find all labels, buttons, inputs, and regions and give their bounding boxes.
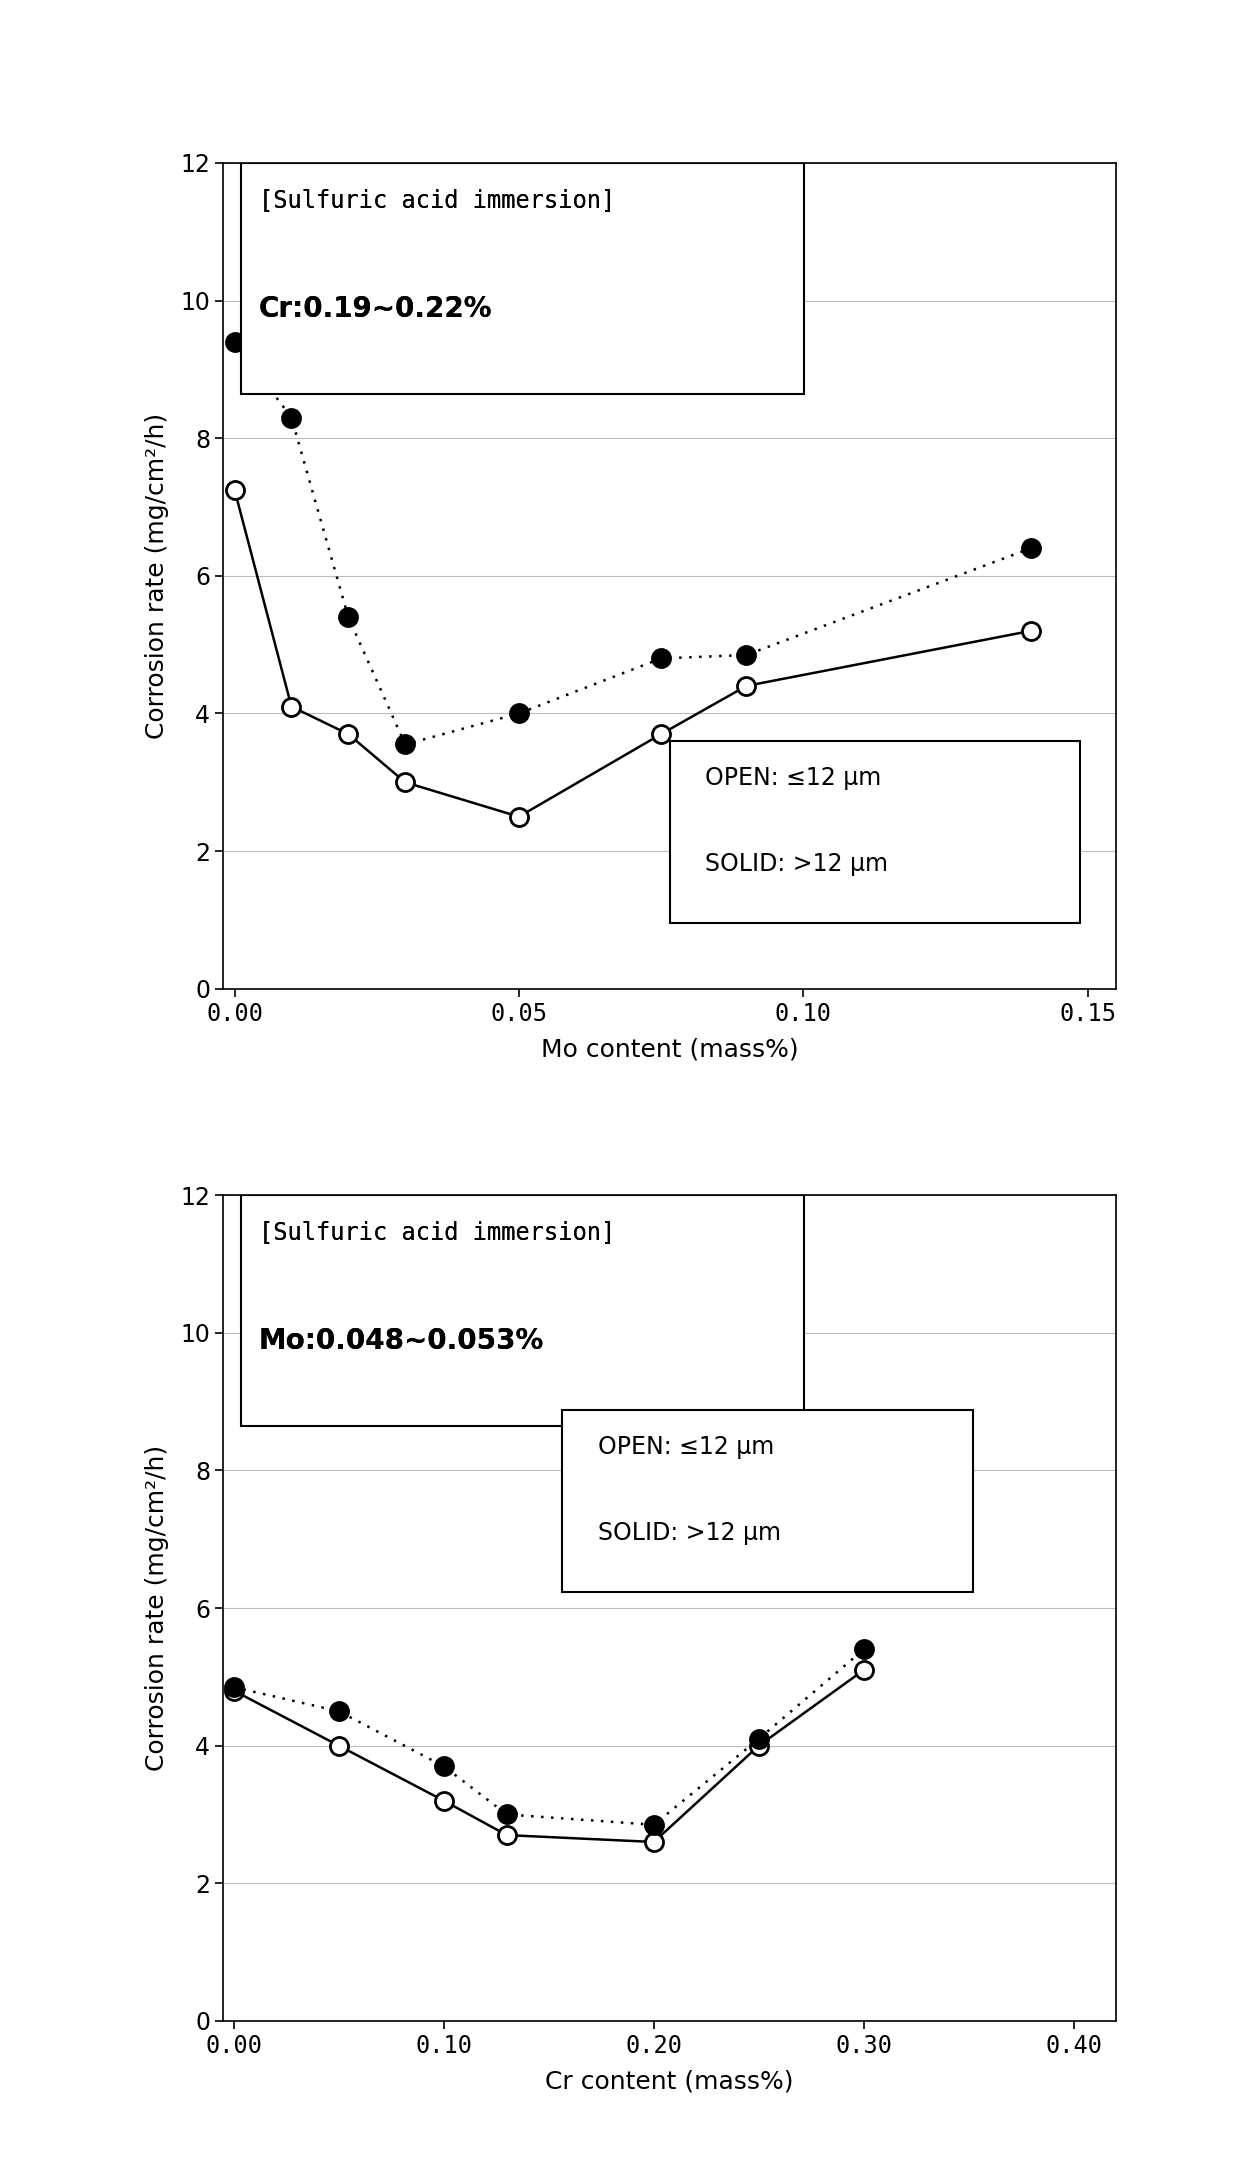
Text: [Sulfuric acid immersion]: [Sulfuric acid immersion] [259, 1219, 615, 1243]
FancyBboxPatch shape [241, 1195, 804, 1425]
Text: Cr:0.19∼0.22%: Cr:0.19∼0.22% [259, 296, 492, 324]
Y-axis label: Corrosion rate (mg/cm²/h): Corrosion rate (mg/cm²/h) [145, 413, 169, 739]
Text: [Sulfuric acid immersion]: [Sulfuric acid immersion] [259, 1219, 615, 1243]
Text: SOLID: >12 μm: SOLID: >12 μm [706, 852, 888, 876]
X-axis label: Mo content (mass%): Mo content (mass%) [541, 1037, 799, 1060]
FancyBboxPatch shape [670, 741, 1080, 924]
Text: Mo:0.048∼0.053%: Mo:0.048∼0.053% [259, 1328, 544, 1356]
Text: [Sulfuric acid immersion]: [Sulfuric acid immersion] [259, 187, 615, 211]
Text: Cr:0.19∼0.22%: Cr:0.19∼0.22% [259, 296, 492, 324]
Text: OPEN: ≤12 μm: OPEN: ≤12 μm [598, 1434, 775, 1458]
FancyBboxPatch shape [563, 1410, 973, 1591]
Text: Mo:0.048∼0.053%: Mo:0.048∼0.053% [259, 1328, 544, 1356]
Text: OPEN: ≤12 μm: OPEN: ≤12 μm [706, 765, 882, 789]
Text: [Sulfuric acid immersion]: [Sulfuric acid immersion] [259, 187, 615, 211]
FancyBboxPatch shape [241, 163, 804, 393]
Text: SOLID: >12 μm: SOLID: >12 μm [598, 1521, 781, 1545]
X-axis label: Cr content (mass%): Cr content (mass%) [546, 2069, 794, 2093]
Y-axis label: Corrosion rate (mg/cm²/h): Corrosion rate (mg/cm²/h) [145, 1445, 169, 1771]
